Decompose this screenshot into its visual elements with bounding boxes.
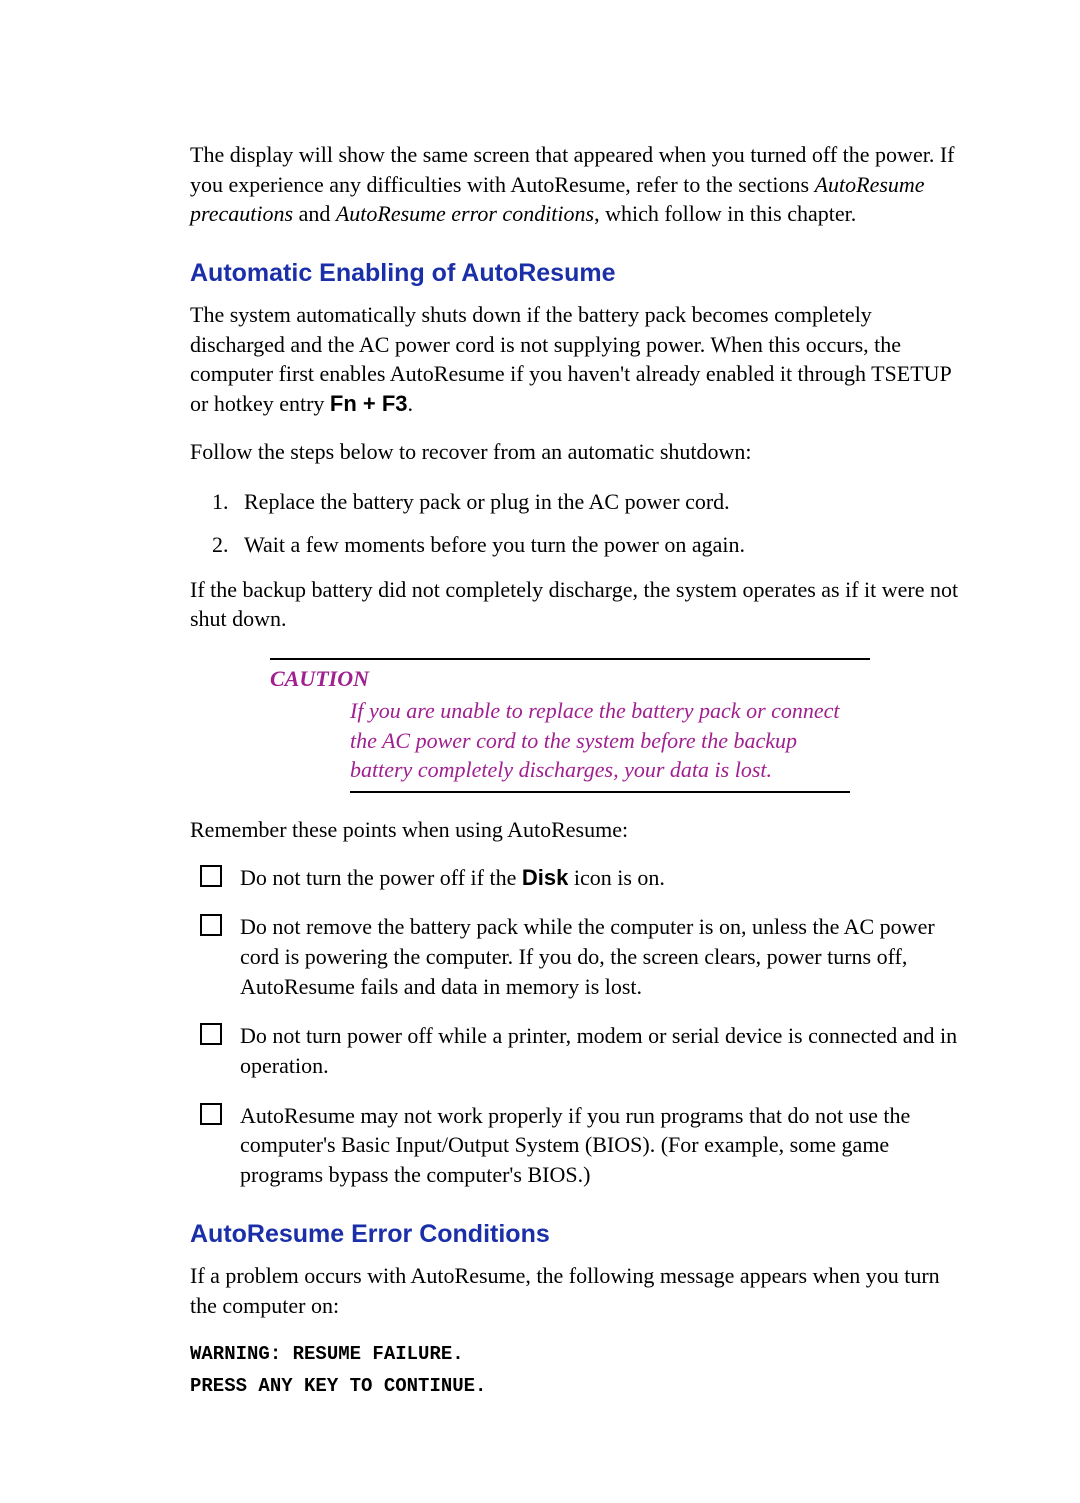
caution-body: If you are unable to replace the battery… (350, 696, 850, 785)
list-item: AutoResume may not work properly if you … (200, 1101, 960, 1190)
section2-p1: If a problem occurs with AutoResume, the… (190, 1261, 960, 1320)
remember-list: Do not turn the power off if the Disk ic… (190, 863, 960, 1190)
list-item-text: Do not turn the power off if the Disk ic… (240, 863, 960, 893)
list-item-text: AutoResume may not work properly if you … (240, 1101, 960, 1190)
checkbox-icon (200, 1023, 222, 1045)
list-item: Do not turn power off while a printer, m… (200, 1021, 960, 1080)
intro-text-2: and (293, 201, 336, 226)
step-1: Replace the battery pack or plug in the … (234, 485, 960, 518)
list-item-text: Do not turn power off while a printer, m… (240, 1021, 960, 1080)
intro-text-3: , which follow in this chapter. (594, 201, 856, 226)
section1-p3: If the backup battery did not completely… (190, 575, 960, 634)
document-page: The display will show the same screen th… (0, 0, 1080, 1503)
remember-lead: Remember these points when using AutoRes… (190, 815, 960, 845)
recovery-steps: Replace the battery pack or plug in the … (190, 485, 960, 561)
checkbox-icon (200, 914, 222, 936)
intro-ref-2: AutoResume error conditions (336, 201, 594, 226)
checkbox-icon (200, 865, 222, 887)
list-item-text: Do not remove the battery pack while the… (240, 912, 960, 1001)
error-message-block: WARNING: RESUME FAILURE. PRESS ANY KEY T… (190, 1338, 960, 1403)
section1-p1b: . (408, 391, 414, 416)
caution-top-rule (270, 658, 870, 660)
section1-p2: Follow the steps below to recover from a… (190, 437, 960, 467)
heading-auto-enabling: Automatic Enabling of AutoResume (190, 259, 960, 288)
section1-p1: The system automatically shuts down if t… (190, 300, 960, 419)
heading-error-conditions: AutoResume Error Conditions (190, 1220, 960, 1249)
checkbox-icon (200, 1103, 222, 1125)
caution-label: CAUTION (270, 666, 870, 692)
caution-block: CAUTION If you are unable to replace the… (270, 658, 870, 793)
caution-bottom-rule (350, 791, 850, 793)
intro-paragraph: The display will show the same screen th… (190, 140, 960, 229)
step-2: Wait a few moments before you turn the p… (234, 528, 960, 561)
list-item: Do not remove the battery pack while the… (200, 912, 960, 1001)
hotkey-text: Fn + F3 (330, 391, 408, 416)
section1-p1a: The system automatically shuts down if t… (190, 302, 951, 416)
list-item: Do not turn the power off if the Disk ic… (200, 863, 960, 893)
